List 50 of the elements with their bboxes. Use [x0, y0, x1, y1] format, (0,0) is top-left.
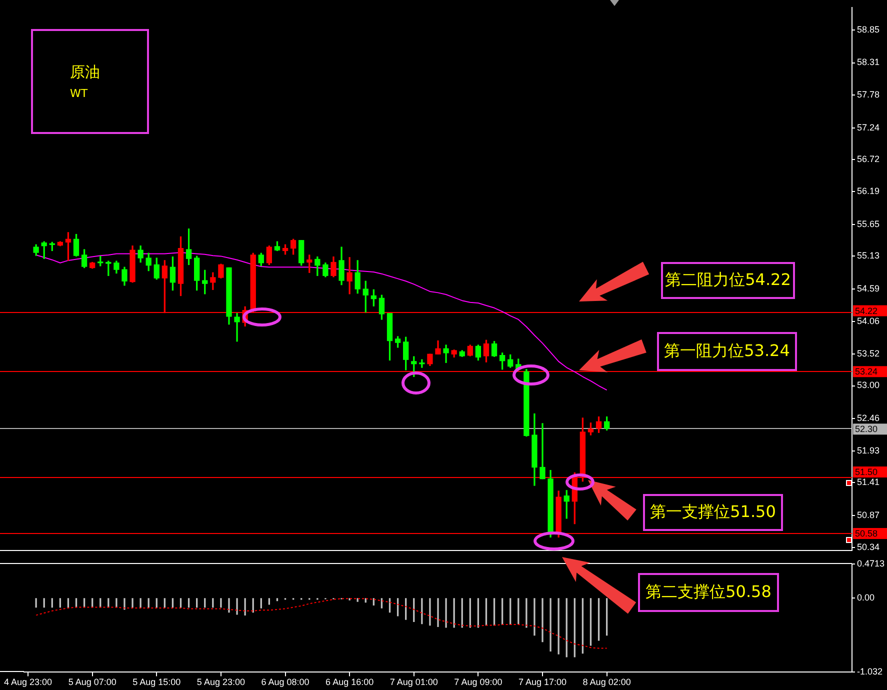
x-tick-label: 7 Aug 09:00 [454, 677, 502, 688]
note-box: 第二阻力位54.22 [661, 262, 795, 299]
x-tick-label: 7 Aug 01:00 [390, 677, 438, 688]
title-box: 原油 WT [31, 29, 149, 134]
candlestick [443, 344, 449, 363]
y-tick-label: 57.24 [857, 122, 880, 132]
y-tick-label: 51.41 [857, 476, 880, 487]
x-tick-label: 6 Aug 16:00 [326, 677, 374, 688]
ref-line-label: 54.22 [855, 306, 878, 316]
ref-line-label: 51.50 [855, 466, 878, 477]
candlestick [234, 313, 240, 342]
ref-line-label: 53.24 [855, 366, 878, 377]
y-tick-label: -1.032 [857, 666, 883, 677]
line-series [36, 598, 608, 649]
annotation: 第一支撑位51.50 [650, 502, 776, 523]
x-tick-label: 5 Aug 07:00 [68, 677, 116, 688]
candlestick [346, 257, 352, 294]
y-tick-label: 55.65 [857, 219, 880, 230]
note-box: 第一支撑位51.50 [643, 494, 783, 531]
y-tick-label: 53.52 [857, 348, 880, 359]
y-tick-label: 58.85 [857, 24, 880, 34]
y-tick-label: 54.59 [857, 284, 880, 294]
y-tick-label: 52.46 [857, 413, 880, 424]
note-box: 第一阻力位53.24 [657, 332, 797, 371]
y-tick-label: 53.00 [857, 380, 880, 390]
x-tick-label: 7 Aug 17:00 [518, 677, 567, 688]
y-tick-label: 50.87 [857, 510, 880, 520]
x-tick-label: 6 Aug 08:00 [261, 677, 310, 688]
candlestick [540, 423, 546, 480]
y-tick-label: 56.19 [857, 186, 880, 196]
y-tick-label: 58.31 [857, 57, 880, 68]
ref-line-label: 50.58 [855, 528, 878, 538]
x-tick-label: 5 Aug 23:00 [196, 677, 245, 688]
y-tick-label: 54.06 [857, 316, 880, 326]
x-tick-label: 5 Aug 15:00 [132, 677, 181, 688]
y-tick-label: 0.00 [857, 592, 875, 602]
ref-line-label: 52.30 [855, 424, 878, 434]
annotation: 第一阻力位53.24 [664, 341, 790, 362]
y-tick-label: 57.78 [857, 89, 880, 100]
annotation: 第二阻力位54.22 [665, 270, 791, 291]
candlestick [419, 359, 425, 368]
note-box: 第二支撑位50.58 [638, 573, 779, 612]
annotation: 第二支撑位50.58 [646, 582, 772, 603]
x-tick-label: 4 Aug 23:00 [4, 677, 52, 688]
x-tick-label: 8 Aug 02:00 [582, 677, 631, 688]
y-tick-label: 56.72 [857, 154, 880, 164]
y-tick-label: 0.4713 [857, 558, 885, 568]
y-tick-label: 51.93 [857, 445, 880, 456]
y-tick-label: 55.13 [857, 250, 880, 261]
y-tick-label: 50.34 [857, 542, 880, 552]
